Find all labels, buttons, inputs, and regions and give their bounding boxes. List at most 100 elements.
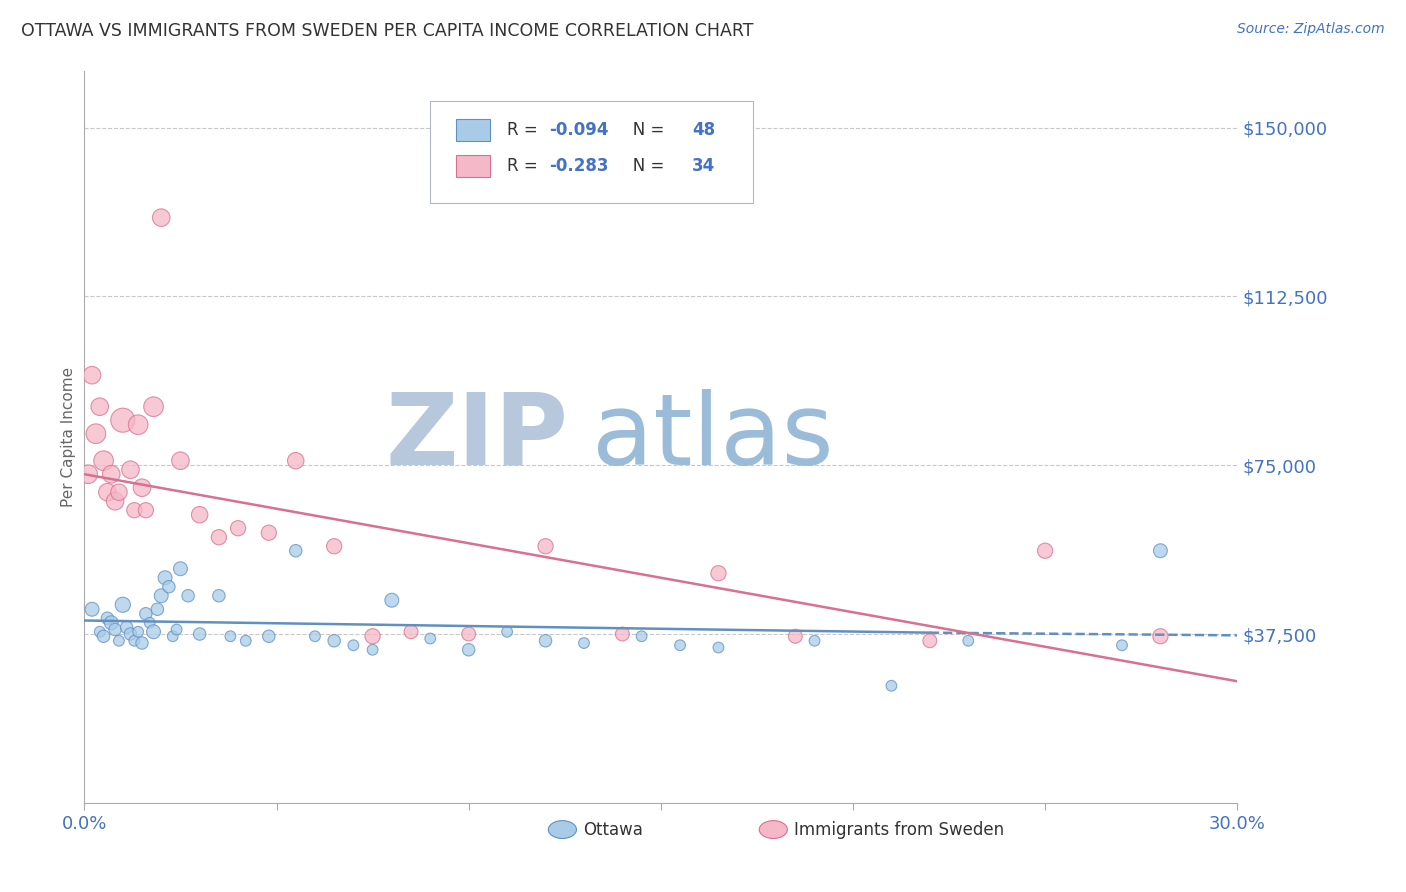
Point <box>100 615 122 630</box>
Point <box>80 602 103 616</box>
Text: N =: N = <box>617 121 669 139</box>
Point <box>93 453 115 467</box>
FancyBboxPatch shape <box>430 101 754 203</box>
Point <box>84 426 107 441</box>
Point <box>142 624 165 639</box>
Point <box>361 629 384 643</box>
Point <box>707 640 730 655</box>
FancyBboxPatch shape <box>456 119 491 141</box>
Point <box>77 467 100 482</box>
Text: N =: N = <box>617 158 669 176</box>
Point <box>880 679 903 693</box>
Point <box>918 633 941 648</box>
Point <box>80 368 103 383</box>
Point <box>153 571 176 585</box>
Y-axis label: Per Capita Income: Per Capita Income <box>60 367 76 508</box>
Point <box>96 611 118 625</box>
Point <box>399 624 422 639</box>
Point <box>108 485 131 500</box>
Point <box>785 629 807 643</box>
Text: 48: 48 <box>692 121 716 139</box>
Point <box>120 627 142 641</box>
Point <box>707 566 730 581</box>
Point <box>226 521 249 535</box>
Point <box>496 624 519 639</box>
Text: -0.094: -0.094 <box>548 121 609 139</box>
Point <box>131 481 153 495</box>
Point <box>157 580 180 594</box>
Point <box>135 607 157 621</box>
Point <box>219 629 242 643</box>
Point <box>612 627 634 641</box>
Point <box>188 508 211 522</box>
Point <box>284 543 307 558</box>
Point <box>257 525 280 540</box>
Point <box>208 530 231 544</box>
Point <box>96 485 118 500</box>
Point <box>381 593 404 607</box>
Point <box>235 633 257 648</box>
Point <box>124 503 146 517</box>
Text: Ottawa: Ottawa <box>583 821 644 838</box>
Point <box>457 627 479 641</box>
Point <box>304 629 326 643</box>
Text: Immigrants from Sweden: Immigrants from Sweden <box>794 821 1004 838</box>
Text: R =: R = <box>508 158 544 176</box>
Point <box>1149 543 1171 558</box>
Point <box>104 623 127 637</box>
Point <box>89 624 111 639</box>
Point <box>534 633 557 648</box>
Point <box>803 633 825 648</box>
Text: OTTAWA VS IMMIGRANTS FROM SWEDEN PER CAPITA INCOME CORRELATION CHART: OTTAWA VS IMMIGRANTS FROM SWEDEN PER CAP… <box>21 22 754 40</box>
Point <box>135 503 157 517</box>
Point <box>127 624 149 639</box>
Text: ZIP: ZIP <box>385 389 568 485</box>
Point <box>169 562 191 576</box>
Point <box>166 623 188 637</box>
Point <box>1111 638 1133 652</box>
Point <box>534 539 557 553</box>
Point <box>1033 543 1056 558</box>
Point <box>138 615 160 630</box>
FancyBboxPatch shape <box>456 155 491 178</box>
Point <box>419 632 441 646</box>
Point <box>150 589 173 603</box>
Point <box>457 642 479 657</box>
Point <box>323 539 346 553</box>
Point <box>120 463 142 477</box>
Point <box>169 453 191 467</box>
Point <box>323 633 346 648</box>
Point <box>342 638 364 652</box>
Point <box>188 627 211 641</box>
Point <box>572 636 595 650</box>
Point <box>177 589 200 603</box>
Point <box>111 598 134 612</box>
Text: atlas: atlas <box>592 389 834 485</box>
Point <box>361 642 384 657</box>
Point <box>162 629 184 643</box>
Text: R =: R = <box>508 121 544 139</box>
Point <box>108 633 131 648</box>
Point <box>111 413 134 427</box>
Point <box>89 400 111 414</box>
Text: 34: 34 <box>692 158 716 176</box>
Point <box>104 494 127 508</box>
Point <box>131 636 153 650</box>
Point <box>124 633 146 648</box>
Point <box>1149 629 1171 643</box>
Point <box>284 453 307 467</box>
Point <box>93 629 115 643</box>
Point <box>957 633 980 648</box>
Point <box>115 620 138 634</box>
Text: -0.283: -0.283 <box>548 158 609 176</box>
Point <box>630 629 652 643</box>
Point <box>100 467 122 482</box>
Point <box>127 417 149 432</box>
Text: Source: ZipAtlas.com: Source: ZipAtlas.com <box>1237 22 1385 37</box>
Point <box>150 211 173 225</box>
Point <box>669 638 692 652</box>
Point <box>208 589 231 603</box>
Point <box>146 602 169 616</box>
Point <box>142 400 165 414</box>
Point <box>257 629 280 643</box>
